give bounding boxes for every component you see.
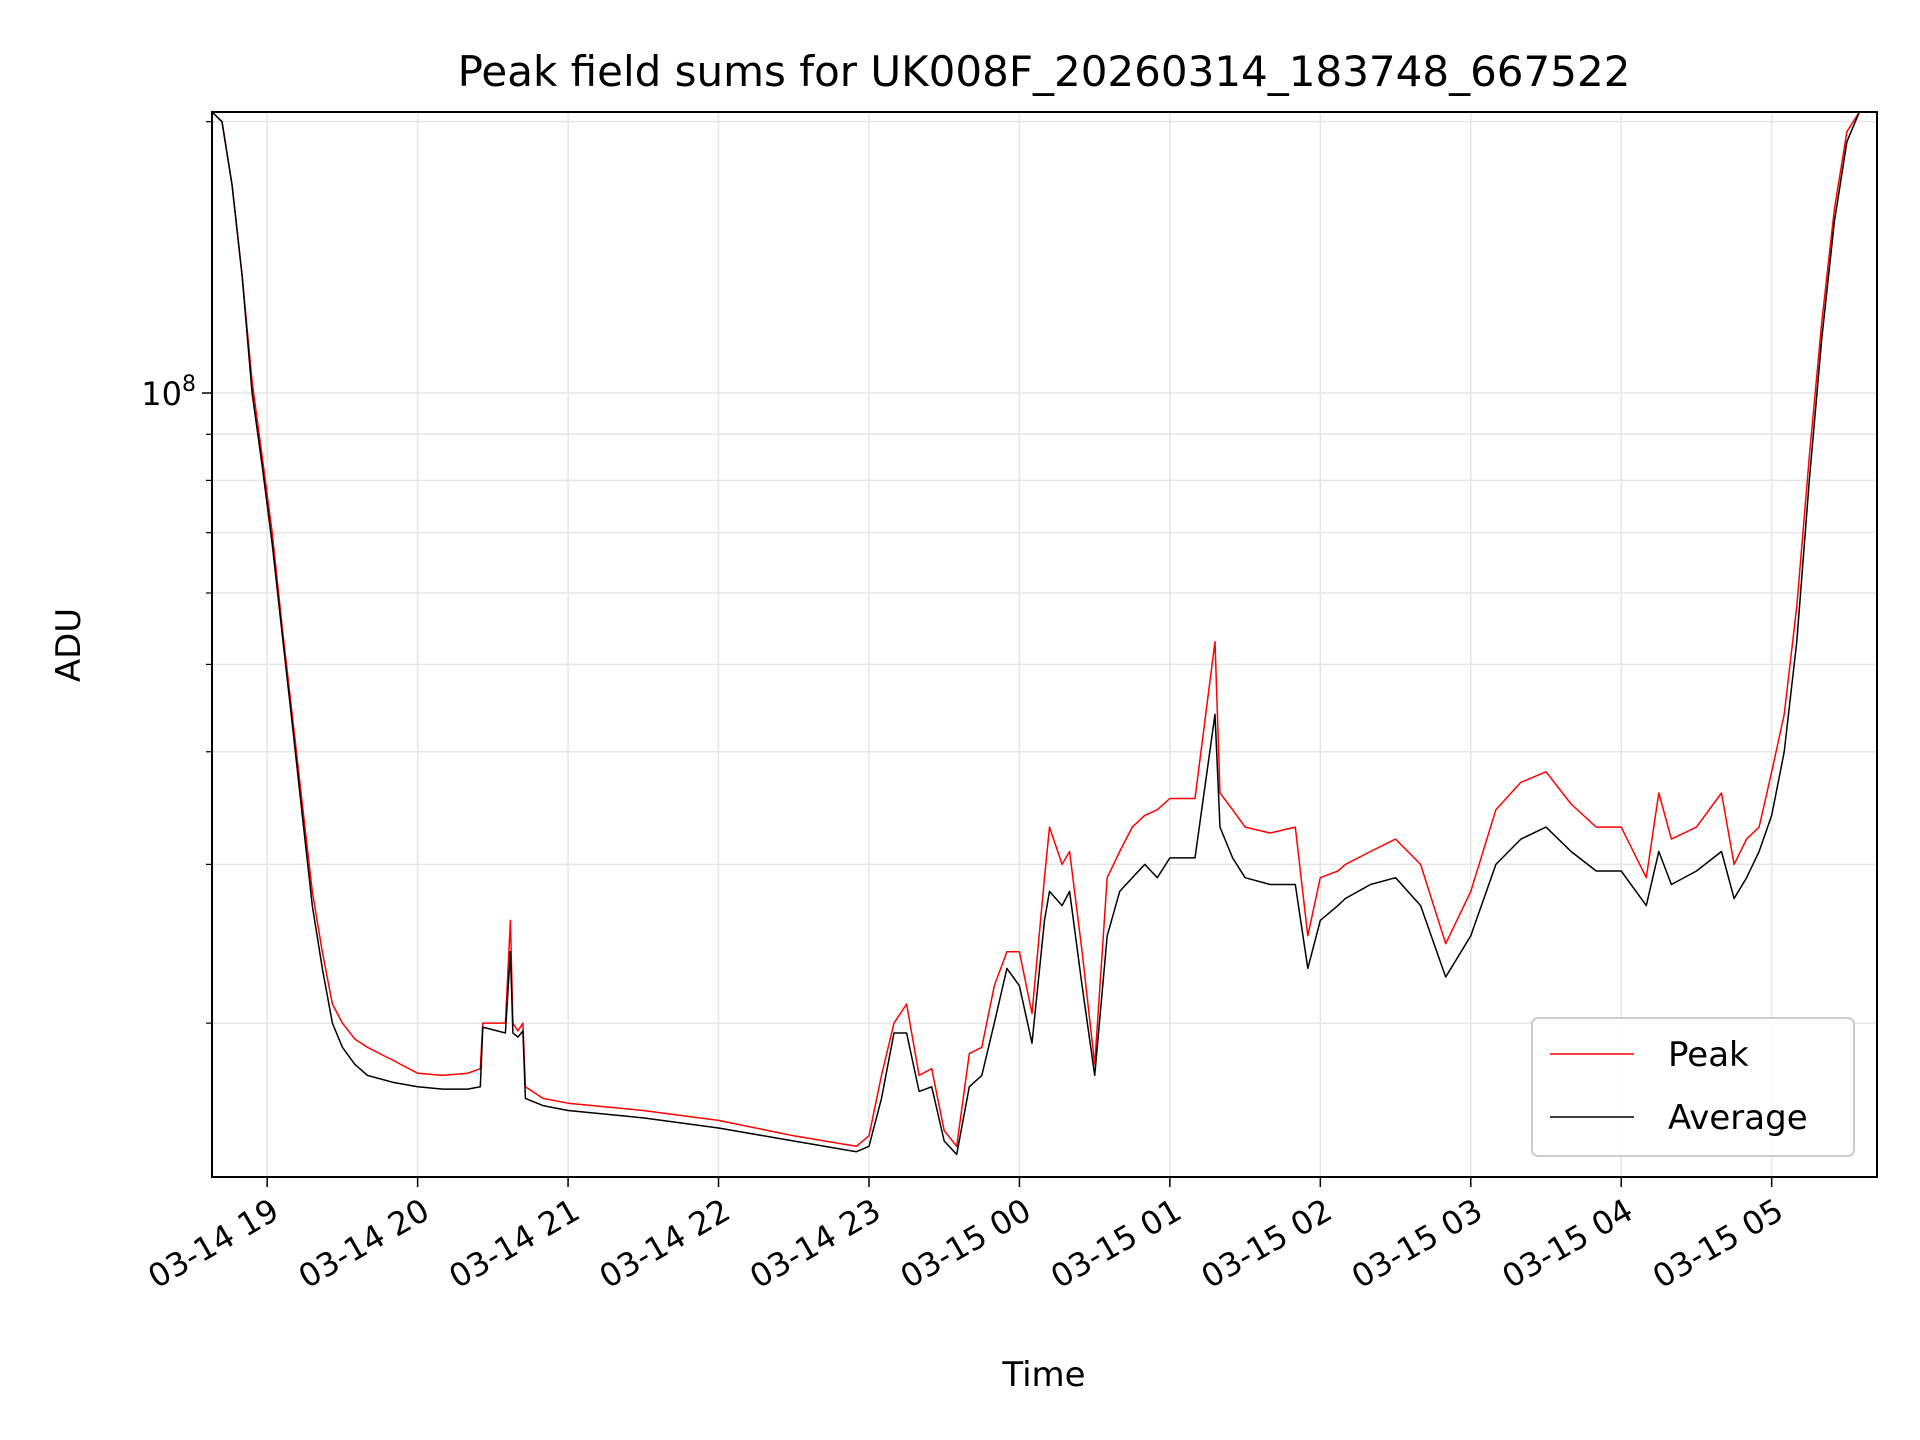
grid bbox=[212, 112, 1877, 1177]
y-tick-label: 108 bbox=[141, 372, 196, 413]
x-axis-label: Time bbox=[1001, 1355, 1085, 1395]
legend: Peak Average bbox=[1531, 1017, 1855, 1157]
plot-series bbox=[211, 111, 1877, 1156]
y-axis: 108 bbox=[141, 121, 212, 1024]
series-line-peak bbox=[211, 111, 1877, 1148]
series-line-average bbox=[211, 111, 1877, 1156]
chart-title: Peak field sums for UK008F_20260314_1837… bbox=[458, 47, 1631, 96]
y-axis-label: ADU bbox=[49, 608, 89, 682]
plot-frame bbox=[211, 111, 1878, 1178]
legend-label-average: Average bbox=[1668, 1098, 1808, 1138]
legend-label-peak: Peak bbox=[1668, 1035, 1749, 1075]
legend-box bbox=[1531, 1017, 1855, 1157]
